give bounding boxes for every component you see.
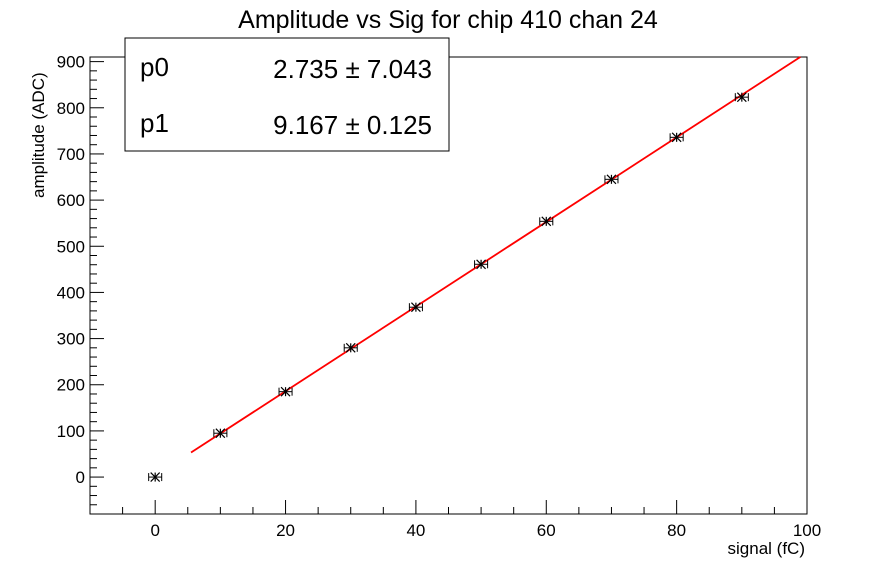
data-point (278, 386, 293, 397)
fit-line (190, 56, 801, 454)
y-axis-title: amplitude (ADC) (29, 72, 48, 198)
stats-box: p0 2.735 ± 7.043 p1 9.167 ± 0.125 (124, 37, 450, 152)
data-point (213, 428, 228, 439)
y-tick-label: 300 (57, 330, 85, 349)
data-point (734, 92, 749, 103)
y-tick-label: 700 (57, 145, 85, 164)
y-tick-label: 800 (57, 99, 85, 118)
y-tick-label: 900 (57, 53, 85, 72)
data-point (539, 216, 554, 227)
x-tick-label: 100 (793, 521, 821, 540)
data-point (148, 472, 163, 482)
y-tick-label: 600 (57, 191, 85, 210)
y-tick-label: 0 (76, 468, 85, 487)
data-point (474, 259, 489, 270)
y-tick-label: 200 (57, 376, 85, 395)
stats-box-frame (124, 37, 450, 152)
x-tick-label: 80 (667, 521, 686, 540)
stats-p0-value: 2.735 ± 7.043 (273, 54, 432, 84)
data-point (343, 342, 358, 353)
x-tick-label: 60 (537, 521, 556, 540)
data-point (408, 302, 423, 313)
y-tick-label: 500 (57, 237, 85, 256)
stats-p0-name: p0 (140, 52, 169, 82)
plot-area: 0 20 40 60 80 100 0 100 200 300 400 500 600 700 800 900 (57, 53, 822, 540)
data-point (669, 132, 684, 143)
x-tick-label: 20 (276, 521, 295, 540)
x-tick-label: 40 (406, 521, 425, 540)
x-tick-label: 0 (150, 521, 159, 540)
y-tick-label: 400 (57, 283, 85, 302)
chart-title: Amplitude vs Sig for chip 410 chan 24 (238, 6, 658, 34)
y-tick-label: 100 (57, 422, 85, 441)
data-point (604, 174, 619, 185)
stats-p1-value: 9.167 ± 0.125 (273, 110, 432, 140)
x-axis-title: signal (fC) (728, 539, 805, 558)
stats-p1-name: p1 (140, 108, 169, 138)
